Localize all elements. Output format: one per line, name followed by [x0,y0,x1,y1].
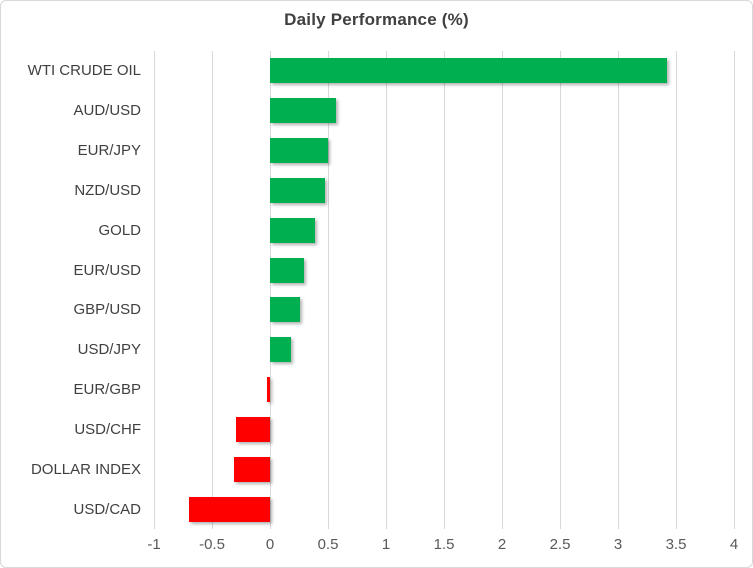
category-label-eur-jpy: EUR/JPY [77,142,141,160]
bar-eur-gbp [266,377,270,403]
x-tick-label-4: 4 [729,536,739,553]
gridline [443,51,445,529]
category-label-usd-chf: USD/CHF [74,420,141,438]
gridline [617,51,619,529]
bar-usd-jpy [270,337,291,363]
x-tick-label-1: 1 [381,536,391,553]
bar-usd-chf [236,416,270,442]
category-label-usd-cad: USD/CAD [73,500,141,518]
zero-gridline [269,51,271,529]
bar-eur-jpy [270,138,328,164]
gridline [211,51,213,529]
category-label-gold: GOLD [98,221,141,239]
x-tick-label-0: 0 [265,536,275,553]
gridline [675,51,677,529]
gridline [327,51,329,529]
gridline [559,51,561,529]
x-tick-label-1-5: 1.5 [433,536,455,553]
category-label-usd-jpy: USD/JPY [77,341,141,359]
bar-gbp-usd [270,297,301,323]
category-label-nzd-usd: NZD/USD [74,181,141,199]
category-label-aud-usd: AUD/USD [73,102,141,120]
gridline [501,51,503,529]
x-tick-label-3: 3 [613,536,623,553]
gridline [385,51,387,529]
bar-usd-cad [188,496,270,522]
x-tick-label--0-5: -0.5 [199,536,225,553]
category-label-dollar-index: DOLLAR INDEX [30,460,141,478]
bar-eur-usd [270,257,304,283]
x-tick-label-3-5: 3.5 [665,536,687,553]
category-label-eur-usd: EUR/USD [73,261,141,279]
gridline [153,51,155,529]
bar-nzd-usd [270,177,325,203]
chart-title: Daily Performance (%) [284,10,469,29]
bar-gold [270,217,316,243]
bar-aud-usd [270,98,337,124]
x-tick-label--1: -1 [147,536,161,553]
bar-wti-crude-oil [270,58,667,84]
x-tick-label-2-5: 2.5 [549,536,571,553]
bar-dollar-index [234,456,270,482]
category-label-wti-crude-oil: WTI CRUDE OIL [27,62,141,80]
x-tick-label-2: 2 [497,536,507,553]
category-label-eur-gbp: EUR/GBP [73,381,141,399]
x-tick-label-0-5: 0.5 [317,536,339,553]
category-label-gbp-usd: GBP/USD [73,301,141,319]
gridline [733,51,735,529]
